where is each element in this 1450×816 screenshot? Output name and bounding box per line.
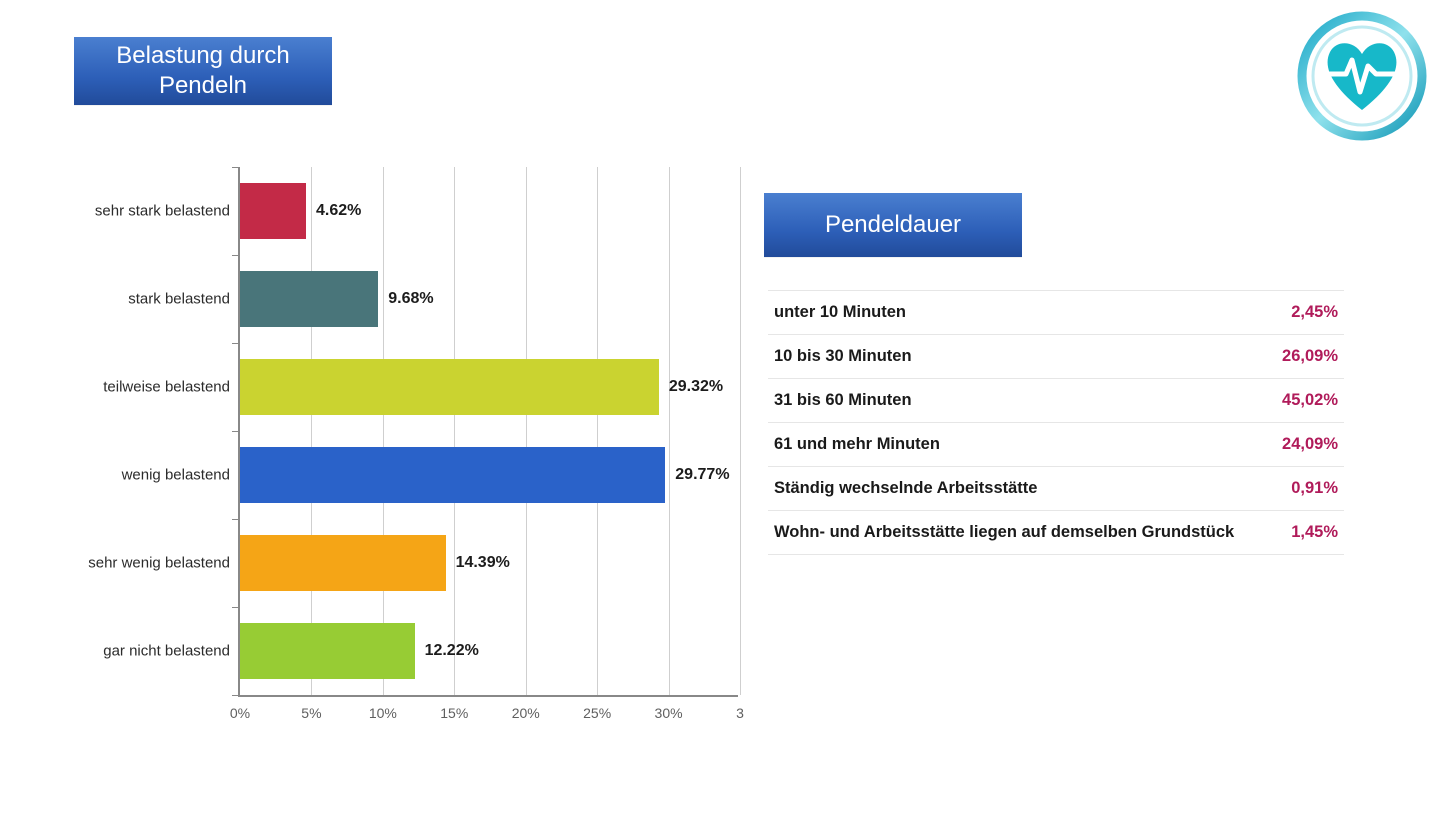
- category-label: gar nicht belastend: [70, 643, 230, 660]
- table-row-value: 45,02%: [1282, 391, 1338, 410]
- x-tick-label: 3: [736, 705, 744, 721]
- axis-tick: [232, 607, 238, 608]
- table-row-label: 10 bis 30 Minuten: [774, 347, 912, 366]
- x-tick-label: 0%: [230, 705, 250, 721]
- category-label: wenig belastend: [70, 467, 230, 484]
- table-row-label: 61 und mehr Minuten: [774, 435, 940, 454]
- bar: [240, 271, 378, 327]
- x-tick-label: 25%: [583, 705, 611, 721]
- x-tick-label: 5%: [301, 705, 321, 721]
- category-label: stark belastend: [70, 291, 230, 308]
- logo-svg: [1294, 8, 1430, 144]
- chart-row: gar nicht belastend 12.22%: [70, 607, 750, 695]
- bar: [240, 447, 665, 503]
- bar: [240, 183, 306, 239]
- table-row-value: 24,09%: [1282, 435, 1338, 454]
- bar-value-label: 4.62%: [316, 202, 361, 220]
- x-tick-label: 30%: [655, 705, 683, 721]
- table-row-label: 31 bis 60 Minuten: [774, 391, 912, 410]
- table-row: 10 bis 30 Minuten 26,09%: [768, 335, 1344, 379]
- title-banner: Belastung durch Pendeln: [74, 37, 332, 105]
- table-row: Ständig wechselnde Arbeitsstätte 0,91%: [768, 467, 1344, 511]
- table-row: 31 bis 60 Minuten 45,02%: [768, 379, 1344, 423]
- title-text: Belastung durch Pendeln: [86, 41, 320, 101]
- bar-value-label: 12.22%: [425, 642, 479, 660]
- x-tick-label: 10%: [369, 705, 397, 721]
- bar: [240, 535, 446, 591]
- category-label: sehr wenig belastend: [70, 555, 230, 572]
- commute-burden-chart: 0% 5% 10% 15% 20% 25% 30% 3 sehr stark belastend…: [70, 167, 750, 737]
- bar-value-label: 29.32%: [669, 378, 723, 396]
- bar-value-label: 29.77%: [675, 466, 729, 484]
- x-tick-label: 20%: [512, 705, 540, 721]
- bar-value-label: 14.39%: [456, 554, 510, 572]
- x-tick-label: 15%: [440, 705, 468, 721]
- table-title-banner: Pendeldauer: [764, 193, 1022, 257]
- axis-tick: [232, 255, 238, 256]
- chart-row: stark belastend 9.68%: [70, 255, 750, 343]
- bar: [240, 359, 659, 415]
- table-row-value: 1,45%: [1291, 523, 1338, 542]
- axis-tick: [232, 431, 238, 432]
- table-row: 61 und mehr Minuten 24,09%: [768, 423, 1344, 467]
- category-label: sehr stark belastend: [70, 203, 230, 220]
- chart-row: teilweise belastend 29.32%: [70, 343, 750, 431]
- commute-duration-table: unter 10 Minuten 2,45% 10 bis 30 Minuten 26…: [768, 290, 1344, 555]
- chart-row: wenig belastend 29.77%: [70, 431, 750, 519]
- chart-row: sehr stark belastend 4.62%: [70, 167, 750, 255]
- bar-value-label: 9.68%: [388, 290, 433, 308]
- axis-tick: [232, 519, 238, 520]
- table-title-text: Pendeldauer: [825, 210, 961, 240]
- table-row: unter 10 Minuten 2,45%: [768, 290, 1344, 335]
- table-row: Wohn- und Arbeitsstätte liegen auf demse…: [768, 511, 1344, 555]
- table-row-value: 0,91%: [1291, 479, 1338, 498]
- bar: [240, 623, 415, 679]
- health-heart-logo: [1294, 8, 1430, 144]
- category-label: teilweise belastend: [70, 379, 230, 396]
- table-row-value: 26,09%: [1282, 347, 1338, 366]
- axis-tick: [232, 167, 238, 168]
- table-row-label: unter 10 Minuten: [774, 303, 906, 322]
- table-row-label: Wohn- und Arbeitsstätte liegen auf demse…: [774, 523, 1234, 542]
- axis-tick: [232, 343, 238, 344]
- table-row-value: 2,45%: [1291, 303, 1338, 322]
- table-row-label: Ständig wechselnde Arbeitsstätte: [774, 479, 1037, 498]
- chart-row: sehr wenig belastend 14.39%: [70, 519, 750, 607]
- axis-tick: [232, 695, 238, 696]
